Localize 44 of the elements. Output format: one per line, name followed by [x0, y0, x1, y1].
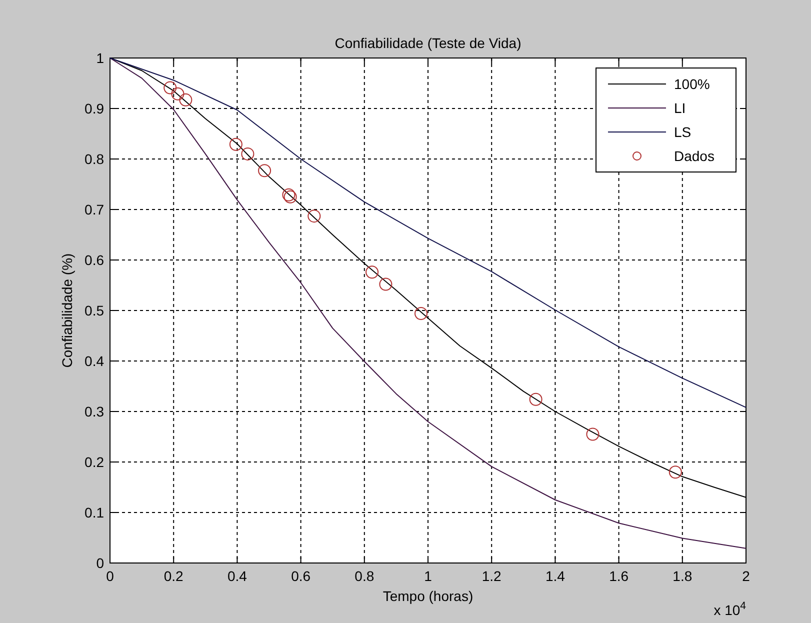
point — [379, 278, 392, 291]
y-tick-label: 1 — [96, 50, 104, 66]
legend-label: LS — [674, 124, 692, 140]
x-tick-label: 0.4 — [227, 568, 248, 584]
y-tick-label: 0.1 — [84, 504, 104, 520]
text: x 10$^{4}$ — [714, 600, 746, 618]
x-tick-label: 1.8 — [672, 568, 692, 584]
legend-label: LI — [674, 100, 686, 116]
y-tick-label: 0.5 — [84, 302, 104, 318]
legend-label: Dados — [674, 148, 714, 164]
y-tick-label: 0.9 — [84, 100, 104, 116]
y-tick-label: 0.4 — [84, 353, 104, 369]
point — [171, 87, 184, 100]
x-tick-label: 0.8 — [354, 568, 374, 584]
legend-label: 100% — [674, 76, 710, 92]
point — [308, 210, 321, 223]
point — [164, 81, 177, 94]
y-axis-title: Confiabilidade (%) — [59, 253, 75, 368]
y-tick-label: 0.7 — [84, 202, 104, 218]
x-tick-label: 1.4 — [545, 568, 566, 584]
point — [366, 266, 379, 279]
y-tick-label: 0.3 — [84, 404, 104, 420]
point — [241, 147, 254, 160]
x-tick-label: 0.6 — [291, 568, 311, 584]
y-tick-label: 0.6 — [84, 252, 104, 268]
point — [258, 164, 272, 178]
point — [586, 428, 600, 441]
x-tick-label: 1.6 — [609, 568, 629, 584]
chart-title: Confiabilidade (Teste de Vida) — [334, 35, 522, 51]
line-series — [110, 58, 746, 408]
x-axis-title: Tempo (horas) — [382, 588, 474, 604]
x-tick-label: 1 — [424, 568, 432, 584]
x-tick-label: 1.2 — [482, 568, 502, 584]
y-tick-label: 0.8 — [84, 151, 104, 167]
point — [668, 466, 682, 479]
point — [179, 93, 192, 106]
x-tick-label: 0 — [106, 568, 114, 584]
x-tick-label: 2 — [742, 568, 750, 584]
y-tick-label: 0 — [96, 555, 104, 571]
point — [229, 138, 242, 151]
y-tick-label: 0.2 — [84, 454, 104, 470]
x-tick-label: 0.2 — [164, 568, 184, 584]
point — [529, 392, 542, 406]
point — [414, 307, 428, 320]
